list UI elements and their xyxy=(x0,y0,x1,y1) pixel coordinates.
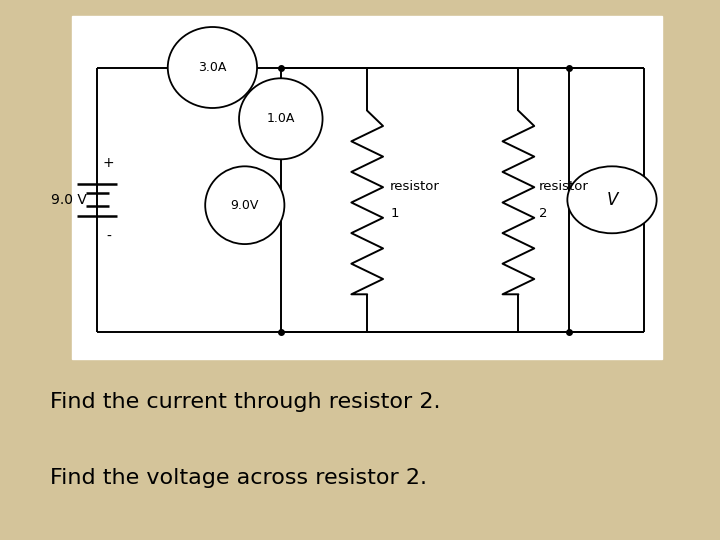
FancyBboxPatch shape xyxy=(72,16,662,359)
Text: 1: 1 xyxy=(390,207,399,220)
Text: 2: 2 xyxy=(539,207,547,220)
Text: 9.0V: 9.0V xyxy=(230,199,259,212)
Ellipse shape xyxy=(168,27,257,108)
Text: V: V xyxy=(606,191,618,209)
Text: 3.0A: 3.0A xyxy=(198,61,227,74)
Text: 9.0 V: 9.0 V xyxy=(50,193,86,207)
Text: -: - xyxy=(107,230,111,244)
Text: Find the current through resistor 2.: Find the current through resistor 2. xyxy=(50,392,441,413)
Ellipse shape xyxy=(239,78,323,159)
Text: 1.0A: 1.0A xyxy=(266,112,295,125)
Text: resistor: resistor xyxy=(539,180,588,193)
Ellipse shape xyxy=(205,166,284,244)
Ellipse shape xyxy=(567,166,657,233)
Text: Find the voltage across resistor 2.: Find the voltage across resistor 2. xyxy=(50,468,428,488)
Text: resistor: resistor xyxy=(390,180,440,193)
Text: +: + xyxy=(103,156,114,170)
